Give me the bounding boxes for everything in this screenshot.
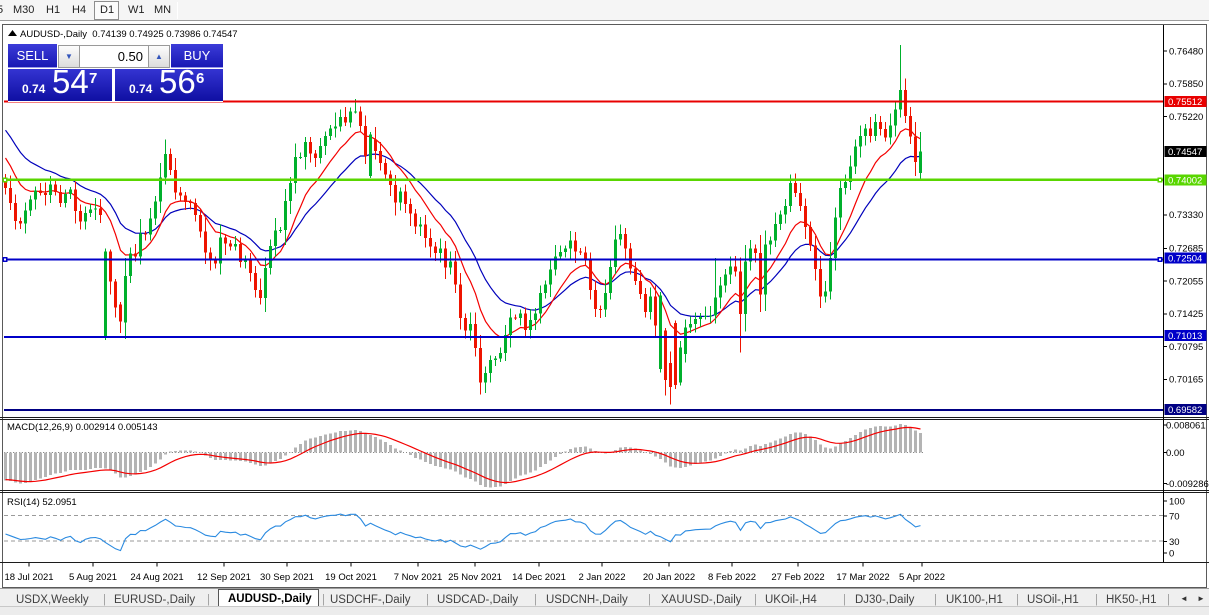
svg-text:0.76480: 0.76480 <box>1169 47 1203 58</box>
svg-text:0.75220: 0.75220 <box>1169 112 1203 123</box>
svg-text:0.71013: 0.71013 <box>1168 331 1202 342</box>
svg-text:30: 30 <box>1169 537 1180 548</box>
svg-text:20 Jan 2022: 20 Jan 2022 <box>643 572 695 583</box>
svg-text:18 Jul 2021: 18 Jul 2021 <box>4 572 53 583</box>
svg-text:100: 100 <box>1169 496 1185 507</box>
svg-text:0.008061: 0.008061 <box>1166 420 1206 431</box>
svg-text:RSI(14) 52.0951: RSI(14) 52.0951 <box>7 497 77 508</box>
svg-text:AUDUSD-,Daily 0.74139 0.74925: AUDUSD-,Daily 0.74139 0.74925 0.73986 0.… <box>20 29 238 40</box>
svg-text:17 Mar 2022: 17 Mar 2022 <box>836 572 889 583</box>
svg-text:0.71425: 0.71425 <box>1169 309 1203 320</box>
svg-text:27 Feb 2022: 27 Feb 2022 <box>771 572 824 583</box>
svg-text:8 Feb 2022: 8 Feb 2022 <box>708 572 756 583</box>
svg-text:14 Dec 2021: 14 Dec 2021 <box>512 572 566 583</box>
svg-text:0.70795: 0.70795 <box>1169 342 1203 353</box>
svg-text:0.74547: 0.74547 <box>1168 147 1202 158</box>
svg-text:0.73330: 0.73330 <box>1169 210 1203 221</box>
svg-text:0.74002: 0.74002 <box>1168 176 1202 187</box>
svg-text:5 Apr 2022: 5 Apr 2022 <box>899 572 945 583</box>
svg-text:0.69582: 0.69582 <box>1168 405 1202 416</box>
svg-text:0.72685: 0.72685 <box>1169 244 1203 255</box>
svg-text:0: 0 <box>1169 548 1174 559</box>
svg-text:0.72504: 0.72504 <box>1168 253 1202 264</box>
svg-text:0.70165: 0.70165 <box>1169 375 1203 386</box>
svg-text:2 Jan 2022: 2 Jan 2022 <box>578 572 625 583</box>
svg-text:-0.009286: -0.009286 <box>1166 479 1209 490</box>
svg-text:7 Nov 2021: 7 Nov 2021 <box>394 572 443 583</box>
svg-text:0.00: 0.00 <box>1166 448 1185 459</box>
svg-text:5 Aug 2021: 5 Aug 2021 <box>69 572 117 583</box>
svg-text:12 Sep 2021: 12 Sep 2021 <box>197 572 251 583</box>
svg-text:0.72055: 0.72055 <box>1169 277 1203 288</box>
svg-text:MACD(12,26,9) 0.002914 0.00514: MACD(12,26,9) 0.002914 0.005143 <box>7 422 158 433</box>
svg-text:0.75512: 0.75512 <box>1168 97 1202 108</box>
svg-text:24 Aug 2021: 24 Aug 2021 <box>130 572 183 583</box>
svg-text:25 Nov 2021: 25 Nov 2021 <box>448 572 502 583</box>
svg-text:0.75850: 0.75850 <box>1169 79 1203 90</box>
svg-text:30 Sep 2021: 30 Sep 2021 <box>260 572 314 583</box>
svg-text:19 Oct 2021: 19 Oct 2021 <box>325 572 377 583</box>
svg-text:70: 70 <box>1169 511 1180 522</box>
